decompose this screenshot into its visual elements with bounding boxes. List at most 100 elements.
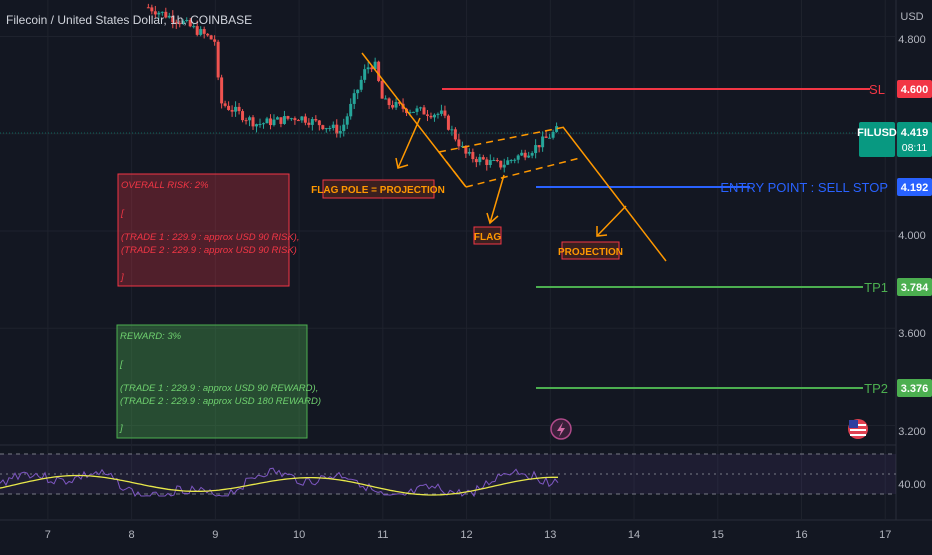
rsi-ma-line[interactable] (0, 474, 558, 496)
candle-body (366, 67, 370, 70)
time-tick: 7 (45, 529, 51, 541)
candle-body (321, 125, 325, 130)
candle-body (199, 29, 203, 35)
candle-body (513, 159, 517, 161)
risk-box[interactable] (117, 173, 290, 287)
candle-body (541, 136, 545, 148)
candle-body (279, 117, 283, 124)
candle-body (425, 114, 429, 116)
candle-body (352, 93, 356, 104)
candle-body (216, 41, 220, 78)
candle-body (492, 159, 496, 161)
candle-body (324, 128, 328, 130)
candle-body (363, 69, 367, 80)
flag-pole-pointer[interactable] (397, 117, 421, 169)
candle-body (415, 108, 419, 112)
candle-body (419, 107, 423, 109)
main-pane[interactable] (0, 0, 896, 445)
candle-body (439, 110, 443, 114)
flag-label-box[interactable] (473, 226, 502, 245)
reward-open-bracket: [ (119, 359, 124, 370)
candle-body (502, 164, 506, 168)
risk-line-1: (TRADE 1 : 229.9 : approx USD 90 RISK), (121, 232, 299, 243)
candle-body (192, 26, 196, 28)
candle-body (509, 160, 513, 162)
candle-body (345, 116, 349, 125)
candle-body (171, 15, 175, 23)
candle-body (206, 33, 210, 36)
candle-body (167, 15, 171, 18)
current-price-badge[interactable] (897, 122, 932, 157)
flag-upper-channel[interactable] (438, 126, 566, 153)
candle-body (446, 115, 450, 130)
flag-pole-label-box[interactable] (322, 179, 435, 199)
candle-body (453, 129, 457, 140)
tp1-price-badge[interactable] (897, 278, 932, 296)
symbol-label: FILUSD (857, 127, 897, 139)
candle-body (195, 26, 199, 35)
tp1-label: TP1 (864, 280, 888, 295)
candle-body (349, 103, 353, 117)
candle-body (181, 21, 185, 24)
candle-body (384, 98, 388, 100)
candle-body (202, 29, 206, 34)
tp2-price-value: 3.376 (901, 383, 929, 395)
candle-body (443, 110, 447, 116)
time-tick: 13 (544, 529, 556, 541)
tp2-price-badge[interactable] (897, 379, 932, 397)
candle-body (464, 145, 468, 154)
lightning-icon[interactable] (550, 418, 572, 440)
candle-body (157, 12, 161, 15)
candle-body (450, 129, 454, 131)
candle-body (317, 120, 321, 126)
entry-price-value: 4.192 (901, 182, 929, 194)
projection-line[interactable] (562, 126, 667, 262)
candle-body (387, 98, 391, 106)
candle-body (258, 123, 262, 125)
entry-label: ENTRY POINT : SELL STOP (720, 180, 888, 195)
price-tick: 4.000 (898, 230, 926, 242)
price-tick: 3.200 (898, 426, 926, 438)
candles (146, 3, 559, 173)
candle-body (342, 124, 346, 132)
time-axis[interactable]: 7 8 9 10 11 12 13 14 15 16 17 (45, 529, 892, 541)
reward-title: REWARD: 3% (120, 331, 182, 342)
entry-price-badge[interactable] (897, 178, 932, 196)
time-tick: 11 (377, 529, 388, 541)
time-tick: 15 (712, 529, 724, 541)
candle-body (380, 80, 384, 99)
rsi-line[interactable] (0, 467, 559, 498)
risk-close-bracket: ] (120, 272, 124, 283)
projection-label-box[interactable] (561, 241, 620, 260)
candle-body (310, 119, 314, 125)
candle-body (506, 160, 510, 165)
flag-left-edge[interactable] (438, 151, 467, 188)
candle-countdown: 08:11 (902, 142, 928, 154)
time-tick: 16 (795, 529, 807, 541)
flag-pole-label: FLAG POLE = PROJECTION (311, 185, 445, 196)
rsi-tick: 40.00 (898, 479, 926, 491)
sl-price-badge[interactable] (897, 80, 932, 98)
grid (0, 0, 896, 520)
candle-body (516, 155, 520, 160)
candle-body (241, 111, 245, 121)
reward-box[interactable] (116, 324, 308, 439)
candle-body (227, 105, 231, 110)
candle-body (261, 123, 265, 125)
pattern-drawings[interactable] (361, 52, 667, 262)
flag-lower-channel[interactable] (465, 157, 581, 188)
candle-body (160, 11, 164, 13)
reward-box-text: REWARD: 3% [ (TRADE 1 : 229.9 : approx U… (119, 331, 321, 434)
candle-body (234, 106, 238, 112)
flag-pointer[interactable] (489, 174, 505, 224)
flag-arrowhead (486, 212, 499, 225)
risk-line-2: (TRADE 2 : 229.9 : approx USD 90 RISK) (121, 245, 297, 256)
candle-body (328, 128, 332, 130)
candle-body (394, 102, 398, 108)
candle-body (296, 120, 300, 122)
us-flag-icon[interactable] (848, 419, 868, 439)
projection-arrowhead (596, 226, 608, 237)
symbol-badge[interactable] (859, 122, 895, 157)
projection-pointer[interactable] (596, 205, 627, 237)
